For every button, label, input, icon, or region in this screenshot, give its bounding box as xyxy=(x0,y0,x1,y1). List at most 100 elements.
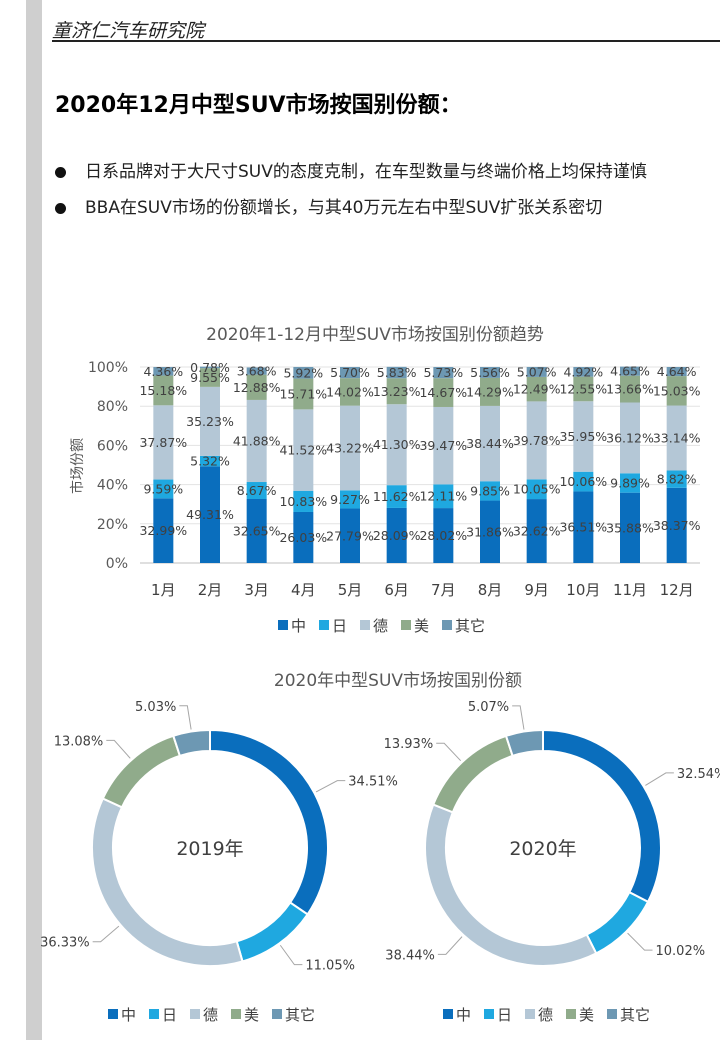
bar-segment xyxy=(666,367,687,377)
bar-data-label: 4.36% xyxy=(143,364,183,379)
bar-segment xyxy=(620,366,640,376)
bar-segment xyxy=(340,490,360,509)
x-tick-label: 12月 xyxy=(660,581,694,599)
bar-data-label: 12.49% xyxy=(513,382,561,397)
bar-segment xyxy=(573,471,594,492)
bar-segment xyxy=(246,374,267,400)
bar-segment xyxy=(480,367,500,378)
legend-swatch xyxy=(360,620,370,630)
bar-data-label: 0.78% xyxy=(190,360,230,375)
x-tick-label: 2月 xyxy=(198,581,223,599)
bar-segment xyxy=(666,470,687,488)
bar-data-label: 9.89% xyxy=(610,475,650,490)
bar-data-label: 10.06% xyxy=(559,474,607,489)
donut-slice xyxy=(235,901,309,963)
legend-swatch xyxy=(442,620,452,630)
bar-data-label: 5.32% xyxy=(190,454,230,469)
legend-label: 德 xyxy=(203,1006,218,1024)
y-tick-label: 40% xyxy=(97,478,128,494)
bar-data-label: 15.18% xyxy=(139,383,187,398)
bar-segment xyxy=(153,405,174,480)
bar-segment xyxy=(340,508,360,563)
bar-segment xyxy=(340,378,360,406)
bar-data-label: 8.82% xyxy=(657,472,697,487)
legend-label: 日 xyxy=(497,1006,512,1024)
leader-line xyxy=(436,742,462,762)
bar-segment xyxy=(293,409,314,491)
legend-label: 其它 xyxy=(455,617,485,635)
bar-segment xyxy=(386,378,407,405)
x-tick-label: 5月 xyxy=(338,581,363,599)
donut-slice xyxy=(431,734,514,814)
bar-data-label: 4.65% xyxy=(610,364,650,379)
bar-data-label: 5.56% xyxy=(470,365,510,380)
x-tick-label: 1月 xyxy=(151,581,176,599)
bar-data-label: 36.51% xyxy=(559,520,607,535)
bar-segment xyxy=(480,377,500,406)
bar-segment xyxy=(433,406,454,485)
x-tick-label: 6月 xyxy=(384,581,409,599)
bar-data-label: 32.65% xyxy=(233,524,281,539)
bar-data-label: 5.70% xyxy=(330,365,370,380)
bar-segment xyxy=(666,376,687,406)
bar-chart-y-ticks: 0% 20% 40% 60% 80% 100% xyxy=(88,360,128,572)
bar-data-label: 4.64% xyxy=(657,364,697,379)
bar-data-label: 35.23% xyxy=(186,414,234,429)
bar-segment xyxy=(480,481,500,501)
bar-chart-x-ticks: 1月 2月 3月 4月 5月 6月 7月 8月 9月 10月 11月 12月 xyxy=(151,581,694,599)
bar-data-label: 26.03% xyxy=(279,530,327,545)
x-tick-label: 9月 xyxy=(524,581,549,599)
bar-segment xyxy=(573,491,594,563)
bar-segment xyxy=(666,405,687,471)
donut-data-label: 13.93% xyxy=(384,737,434,752)
bar-data-label: 12.55% xyxy=(559,381,607,396)
leader-line xyxy=(645,772,674,786)
bar-data-label: 5.07% xyxy=(517,364,557,379)
bar-segment xyxy=(526,479,547,500)
header-rule xyxy=(52,40,720,42)
bar-data-label: 35.88% xyxy=(606,520,654,535)
bar-segment xyxy=(246,482,267,500)
x-tick-label: 7月 xyxy=(431,581,456,599)
bar-segment xyxy=(573,401,594,472)
donut-data-label: 5.07% xyxy=(468,700,509,715)
donut-slice xyxy=(209,728,329,916)
bar-data-label: 32.62% xyxy=(513,524,561,539)
legend-label: 中 xyxy=(291,617,306,635)
bar-data-label: 3.68% xyxy=(237,364,277,379)
leader-line xyxy=(179,705,192,730)
donut-slice xyxy=(424,803,598,967)
bar-segment xyxy=(246,367,267,375)
leader-line xyxy=(512,705,525,730)
bar-segment xyxy=(386,404,407,486)
bar-data-label: 39.47% xyxy=(419,438,467,453)
donut-center-label: 2019年 xyxy=(176,838,243,860)
bar-data-label: 37.87% xyxy=(139,435,187,450)
bar-data-label: 38.44% xyxy=(466,436,514,451)
legend-swatch xyxy=(319,620,329,630)
legend-swatch xyxy=(149,1009,159,1019)
bar-chart-legend: 中 日 德 美 其它 xyxy=(278,617,485,635)
bar-segment xyxy=(433,508,454,563)
bar-data-label: 49.31% xyxy=(186,507,234,522)
bar-data-label: 14.67% xyxy=(419,385,467,400)
bar-data-label: 9.27% xyxy=(330,492,370,507)
legend-label: 德 xyxy=(373,617,388,635)
donut-slice xyxy=(172,728,211,758)
bar-data-label: 11.62% xyxy=(373,489,421,504)
bar-data-label: 33.14% xyxy=(653,431,701,446)
bar-segment xyxy=(526,401,547,480)
bar-segment xyxy=(246,399,267,483)
leader-line xyxy=(437,936,463,955)
bar-segment xyxy=(433,378,454,407)
bar-data-label: 12.88% xyxy=(233,380,281,395)
bar-segment xyxy=(293,378,314,410)
x-tick-label: 11月 xyxy=(613,581,647,599)
bar-data-label: 35.95% xyxy=(559,429,607,444)
x-tick-label: 4月 xyxy=(291,581,316,599)
y-tick-label: 20% xyxy=(97,517,128,533)
bar-segment xyxy=(433,484,454,509)
bar-data-label: 41.52% xyxy=(279,443,327,458)
legend-label: 日 xyxy=(162,1006,177,1024)
